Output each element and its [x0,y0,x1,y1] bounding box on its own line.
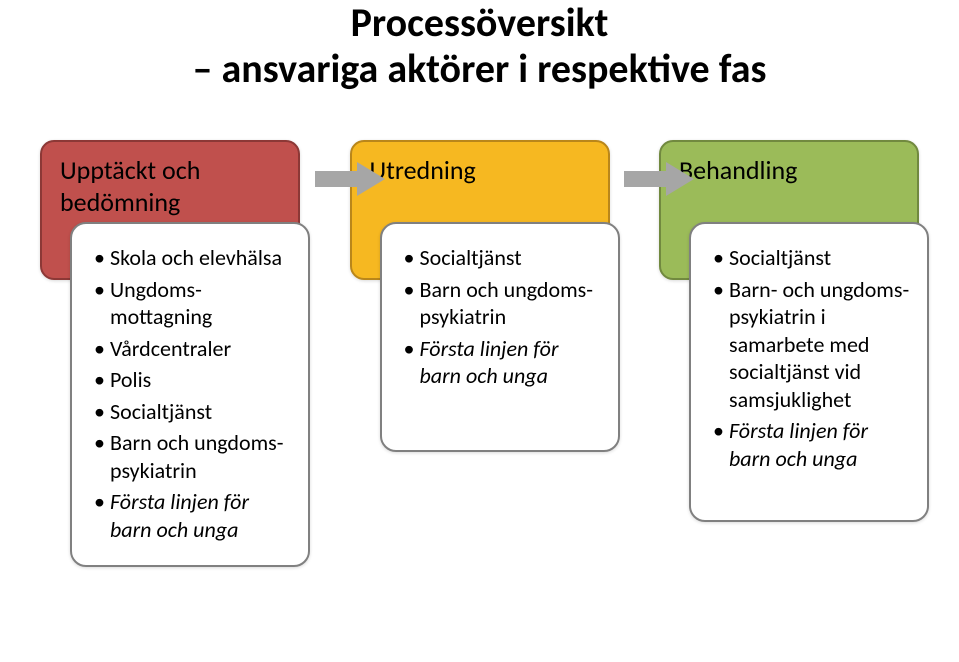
list-item: Barn och ungdoms-psykiatrin [404,276,602,331]
list-item-text: Skola och elevhälsa [110,244,282,271]
list-item: Första linjen för barn och unga [404,335,602,390]
columns: Upptäckt ochbedömning Skola och elevhälsa… [0,140,959,280]
title: Processöversikt – ansvariga aktörer i re… [0,0,959,92]
arrow-right-icon [624,162,694,196]
list-item: Ungdoms-mottagning [94,276,292,331]
list-item-text: Vårdcentraler [110,335,231,362]
list-item-text: Barn- och ungdoms-psykiatrin i samarbete… [729,276,909,413]
list-upptackt: Skola och elevhälsa Ungdoms-mottagning Vår… [94,244,292,543]
phase-label-upptackt: Upptäckt ochbedömning [60,154,280,218]
list-item: Första linjen för barn och unga [94,488,292,543]
list-behandling: Socialtjänst Barn- och ungdoms-psykiatrin… [713,244,911,472]
list-item-text: Första linjen för barn och unga [420,335,559,390]
column-utredning: UtredningSocialtjänstBarn och ungdoms-ps… [350,140,610,280]
list-box-utredning: Socialtjänst Barn och ungdoms-psykiatrinF… [380,222,620,452]
list-item-text: Barn och ungdoms-psykiatrin [420,276,594,331]
column-behandling: BehandlingSocialtjänstBarn- och ungdoms-… [659,140,919,280]
list-item-text: Socialtjänst [729,244,831,271]
list-item: Barn- och ungdoms-psykiatrin i samarbete… [713,276,911,414]
list-item: Socialtjänst [94,398,292,426]
diagram-root: Processöversikt – ansvariga aktörer i re… [0,0,959,662]
list-item-text: Ungdoms-mottagning [110,276,212,331]
column-upptackt: Upptäckt ochbedömning Skola och elevhälsa… [40,140,300,280]
list-utredning: Socialtjänst Barn och ungdoms-psykiatrinF… [404,244,602,390]
list-item-text: Första linjen för barn och unga [110,488,249,543]
list-item-text: Socialtjänst [110,398,212,425]
list-item: Första linjen för barn och unga [713,417,911,472]
list-item: Socialtjänst [713,244,911,272]
arrow-right-icon [315,162,385,196]
list-item: Vårdcentraler [94,335,292,363]
phase-label-behandling: Behandling [679,154,899,186]
title-line-2: – ansvariga aktörer i respektive fas [0,46,959,92]
list-item: Socialtjänst [404,244,602,272]
list-item-text: Barn och ungdoms-psykiatrin [110,429,284,484]
list-item-text: Socialtjänst [420,244,522,271]
list-box-upptackt: Skola och elevhälsa Ungdoms-mottagning Vår… [70,222,310,567]
list-item: Skola och elevhälsa [94,244,292,272]
list-item: Polis [94,366,292,394]
title-line-1: Processöversikt [0,0,959,46]
list-box-behandling: Socialtjänst Barn- och ungdoms-psykiatrin… [689,222,929,522]
phase-label-utredning: Utredning [370,154,590,186]
list-item-text: Första linjen för barn och unga [729,417,868,472]
list-item: Barn och ungdoms-psykiatrin [94,429,292,484]
list-item-text: Polis [110,366,151,393]
